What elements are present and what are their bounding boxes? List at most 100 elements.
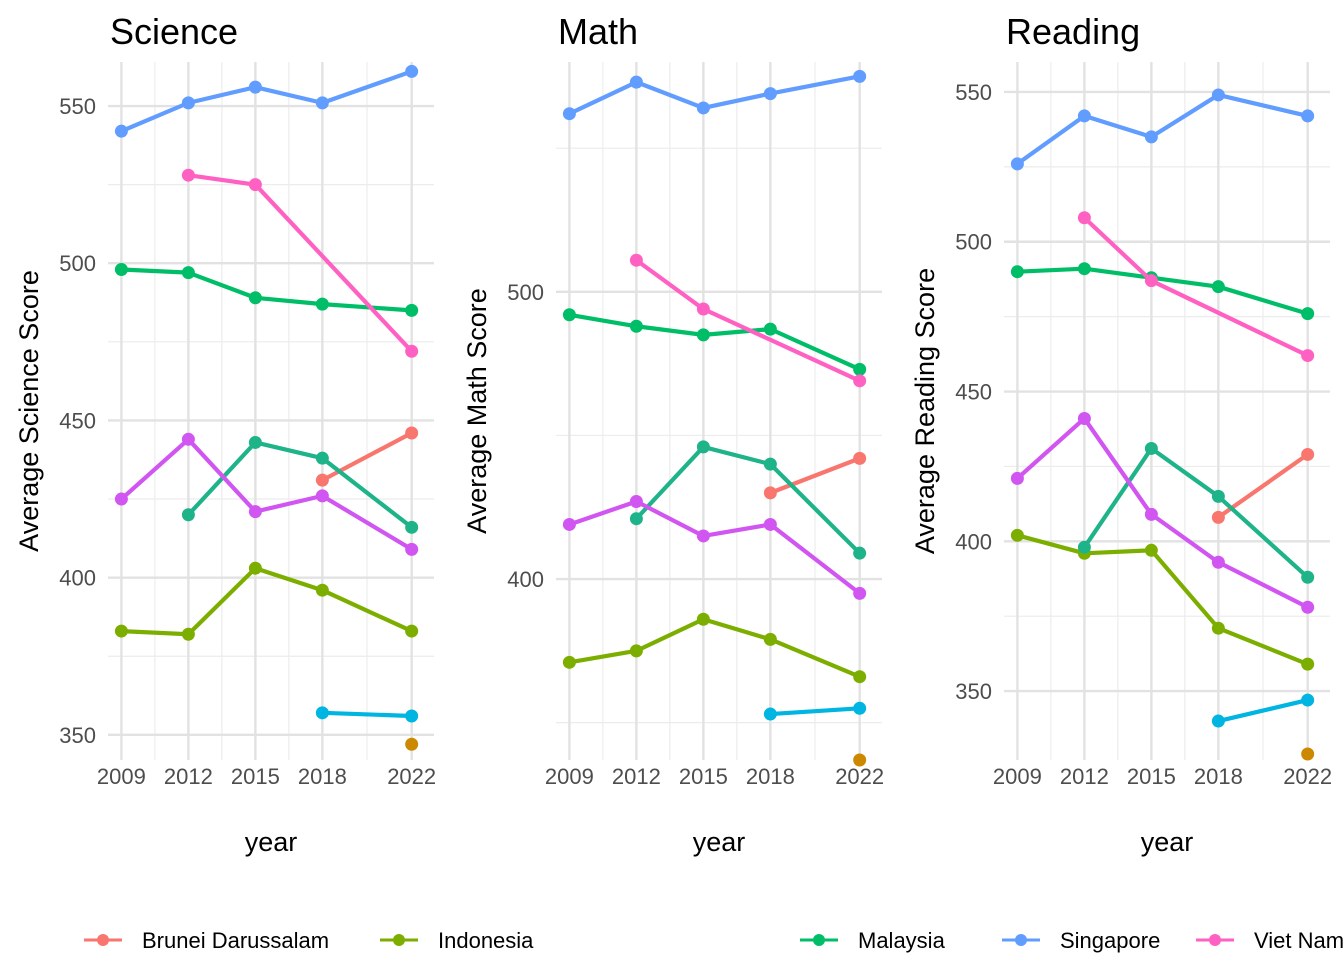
series-line: [320, 710, 414, 719]
data-point: [1301, 693, 1315, 707]
data-point: [1301, 349, 1315, 363]
data-point: [562, 107, 576, 121]
x-tick-label: 2012: [1060, 764, 1109, 789]
data-point: [562, 517, 576, 531]
data-point: [181, 508, 195, 522]
data-point: [853, 69, 867, 83]
data-point: [853, 362, 867, 376]
data-point: [763, 517, 777, 531]
data-point: [248, 561, 262, 575]
y-tick-label: 400: [59, 566, 96, 591]
x-tick-label: 2015: [679, 764, 728, 789]
data-point: [248, 435, 262, 449]
series-line: [768, 456, 862, 495]
y-tick-label: 450: [955, 380, 992, 405]
data-point: [114, 124, 128, 138]
x-tick-label: 2012: [164, 764, 213, 789]
x-tick-label: 2018: [298, 764, 347, 789]
data-point: [315, 473, 329, 487]
data-point: [1211, 280, 1225, 294]
data-point: [763, 457, 777, 471]
legend-key-point: [813, 934, 825, 946]
data-point: [315, 489, 329, 503]
series-line: [1015, 266, 1310, 316]
data-point: [1301, 747, 1315, 761]
data-point: [1010, 157, 1024, 171]
series-line: [567, 617, 862, 679]
data-point: [315, 706, 329, 720]
x-tick-label: 2015: [231, 764, 280, 789]
data-point: [1077, 540, 1091, 554]
series-line: [634, 444, 862, 556]
data-point: [763, 486, 777, 500]
data-point: [1301, 307, 1315, 321]
data-point: [405, 426, 419, 440]
data-point: [248, 291, 262, 305]
data-point: [1211, 510, 1225, 524]
data-point: [1211, 88, 1225, 102]
data-point: [853, 451, 867, 465]
panel-title: Math: [558, 11, 638, 52]
series-line: [1015, 92, 1310, 166]
y-tick-label: 550: [955, 80, 992, 105]
data-point: [1301, 657, 1315, 671]
data-point: [114, 492, 128, 506]
y-axis-title: Average Reading Score: [910, 268, 940, 554]
x-tick-label: 2012: [612, 764, 661, 789]
data-point: [248, 505, 262, 519]
panel-title: Science: [110, 11, 238, 52]
data-point: [315, 96, 329, 110]
legend-key-point: [1015, 934, 1027, 946]
y-tick-label: 350: [955, 679, 992, 704]
data-point: [629, 494, 643, 508]
legend-key-point: [1209, 934, 1221, 946]
panel-title: Reading: [1006, 11, 1140, 52]
data-point: [405, 709, 419, 723]
data-point: [696, 612, 710, 626]
x-tick-label: 2009: [97, 764, 146, 789]
data-point: [114, 263, 128, 277]
data-point: [405, 542, 419, 556]
data-point: [248, 80, 262, 94]
series-line: [1082, 446, 1310, 580]
data-point: [1144, 274, 1158, 288]
data-point: [1301, 600, 1315, 614]
data-point: [853, 586, 867, 600]
data-point: [181, 96, 195, 110]
data-point: [405, 624, 419, 638]
data-point: [763, 87, 777, 101]
data-point: [696, 302, 710, 316]
series-line: [1216, 697, 1310, 724]
data-point: [696, 529, 710, 543]
data-point: [181, 627, 195, 641]
data-point: [853, 753, 867, 767]
data-point: [405, 303, 419, 317]
data-point: [248, 178, 262, 192]
y-tick-label: 400: [955, 529, 992, 554]
data-point: [853, 701, 867, 715]
data-point: [853, 546, 867, 560]
data-point: [1144, 543, 1158, 557]
y-tick-label: 350: [59, 723, 96, 748]
data-point: [1077, 262, 1091, 276]
data-point: [1211, 714, 1225, 728]
y-tick-label: 500: [955, 230, 992, 255]
x-tick-label: 2015: [1127, 764, 1176, 789]
x-axis-title: year: [1141, 827, 1194, 857]
data-point: [629, 75, 643, 89]
legend-label: Indonesia: [438, 928, 534, 953]
data-point: [1301, 570, 1315, 584]
data-point: [763, 632, 777, 646]
data-point: [1010, 471, 1024, 485]
legend-label: Singapore: [1060, 928, 1160, 953]
data-point: [562, 655, 576, 669]
data-point: [1077, 211, 1091, 225]
data-point: [315, 297, 329, 311]
data-point: [1144, 130, 1158, 144]
x-tick-label: 2018: [1194, 764, 1243, 789]
data-point: [315, 451, 329, 465]
x-axis-title: year: [245, 827, 298, 857]
data-point: [1144, 507, 1158, 521]
data-point: [1301, 109, 1315, 123]
